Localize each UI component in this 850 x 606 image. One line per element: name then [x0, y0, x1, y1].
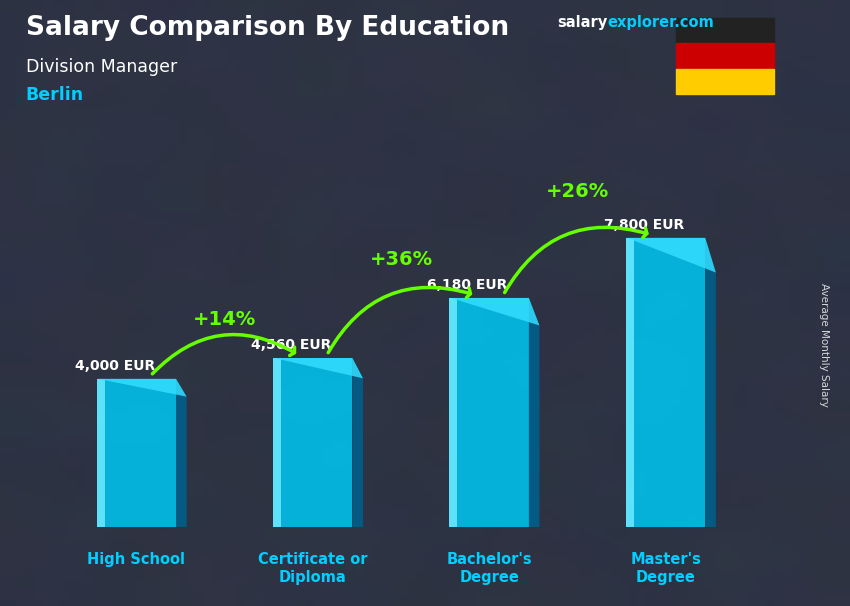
Polygon shape [626, 238, 706, 527]
Polygon shape [450, 298, 457, 527]
Polygon shape [273, 358, 353, 527]
Bar [676, 68, 774, 94]
Polygon shape [97, 379, 187, 396]
Polygon shape [273, 358, 363, 378]
Text: 6,180 EUR: 6,180 EUR [428, 278, 507, 292]
Bar [676, 44, 774, 68]
Text: 7,800 EUR: 7,800 EUR [604, 218, 684, 232]
Text: salary: salary [557, 15, 607, 30]
Polygon shape [626, 238, 634, 527]
Text: Certificate or
Diploma: Certificate or Diploma [258, 553, 367, 585]
Polygon shape [273, 358, 281, 527]
Polygon shape [706, 238, 716, 527]
Polygon shape [97, 379, 105, 527]
Text: Berlin: Berlin [26, 86, 83, 104]
Polygon shape [450, 298, 540, 325]
Text: Master's
Degree: Master's Degree [630, 553, 701, 585]
Text: +14%: +14% [193, 310, 256, 329]
Text: Division Manager: Division Manager [26, 58, 177, 76]
Polygon shape [529, 298, 540, 527]
Text: 4,560 EUR: 4,560 EUR [251, 339, 332, 353]
Text: +36%: +36% [370, 250, 433, 269]
Polygon shape [450, 298, 529, 527]
Bar [676, 18, 774, 44]
Polygon shape [176, 379, 187, 527]
Polygon shape [97, 379, 176, 527]
Text: +26%: +26% [546, 182, 609, 201]
Text: Salary Comparison By Education: Salary Comparison By Education [26, 15, 508, 41]
Text: 4,000 EUR: 4,000 EUR [75, 359, 155, 373]
Polygon shape [626, 238, 716, 273]
Text: explorer.com: explorer.com [607, 15, 714, 30]
Text: Average Monthly Salary: Average Monthly Salary [819, 284, 829, 407]
Polygon shape [353, 358, 363, 527]
Text: High School: High School [88, 553, 185, 567]
Text: Bachelor's
Degree: Bachelor's Degree [446, 553, 532, 585]
